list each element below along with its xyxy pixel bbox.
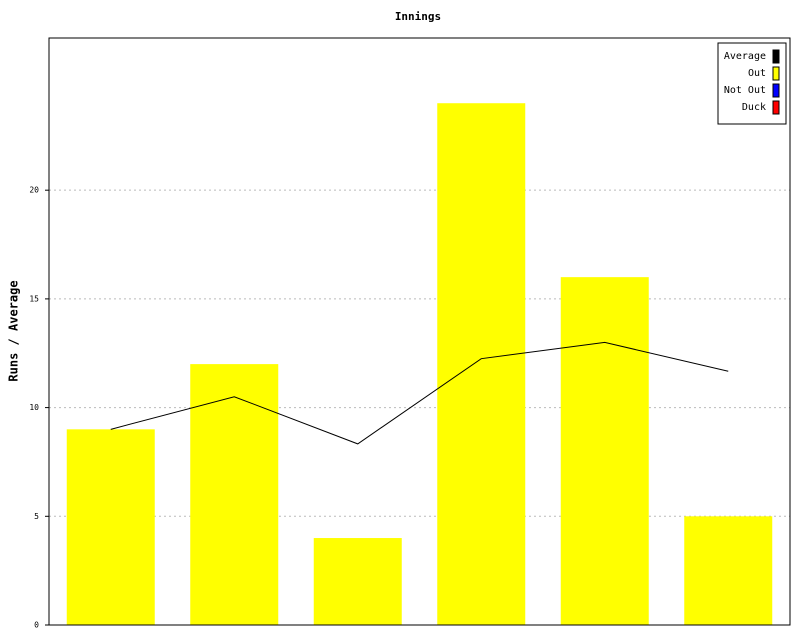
legend-swatch <box>772 100 780 115</box>
plot-frame <box>48 37 791 626</box>
bar <box>560 277 649 625</box>
legend-label: Out <box>748 68 766 79</box>
y-axis-label: Runs / Average <box>7 280 21 381</box>
legend-label: Duck <box>742 102 766 113</box>
y-tick-label: 20 <box>29 186 39 195</box>
legend-label: Not Out <box>724 85 766 96</box>
bar <box>684 516 773 625</box>
y-tick-label: 10 <box>29 403 39 412</box>
y-tick-label: 15 <box>29 294 39 303</box>
bar <box>437 103 526 625</box>
y-tick-label: 5 <box>34 512 39 521</box>
legend-label: Average <box>724 51 766 62</box>
legend-swatch <box>772 83 780 98</box>
legend-swatch <box>772 49 780 64</box>
y-tick-label: 0 <box>34 621 39 630</box>
bar <box>190 364 279 625</box>
bar <box>313 538 402 625</box>
average-line <box>110 341 729 445</box>
chart-title: Innings <box>395 10 441 23</box>
legend-swatch <box>772 66 780 81</box>
bar <box>66 429 155 625</box>
